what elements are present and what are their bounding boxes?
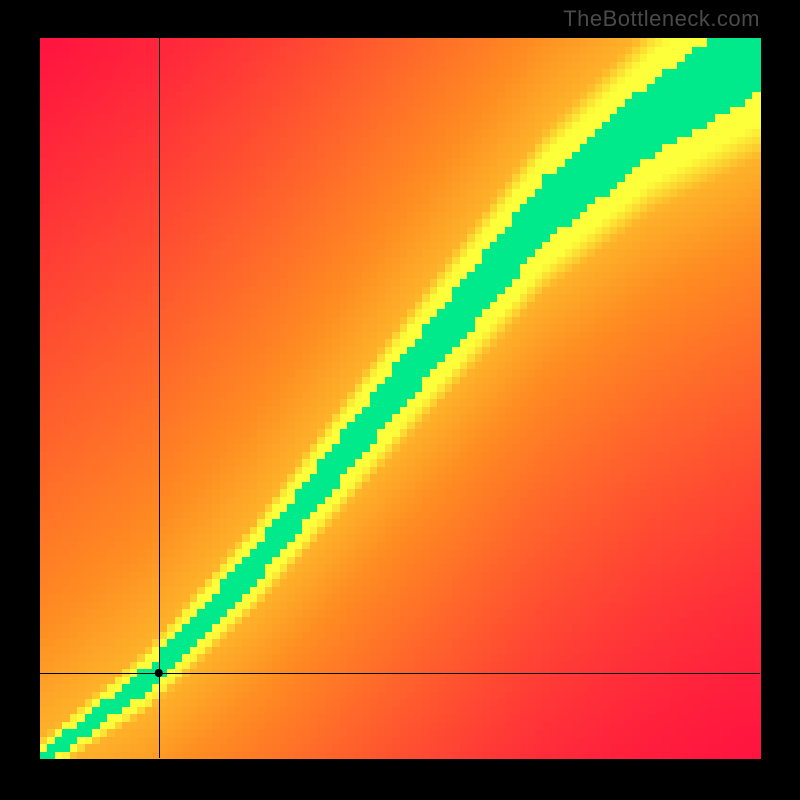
watermark-text: TheBottleneck.com [563, 6, 760, 32]
figure-root: TheBottleneck.com [0, 0, 800, 800]
heatmap-canvas [0, 0, 800, 800]
